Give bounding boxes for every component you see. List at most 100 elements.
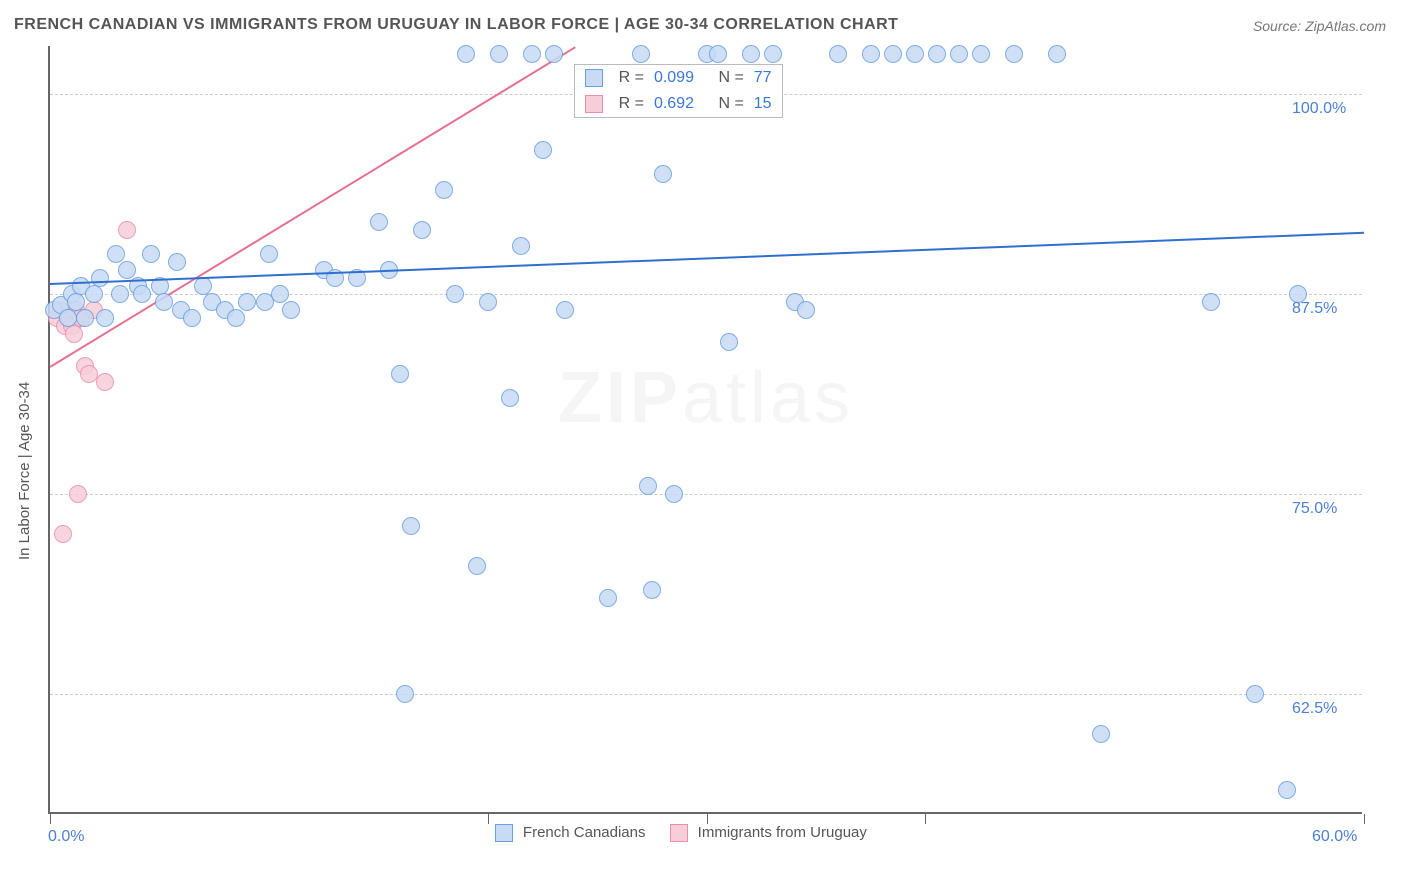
data-point-fc	[512, 237, 530, 255]
data-point-fc	[665, 485, 683, 503]
data-point-uy	[65, 325, 83, 343]
data-point-fc	[413, 221, 431, 239]
x-tick-label: 60.0%	[1312, 828, 1357, 846]
x-tick-mark	[1364, 814, 1365, 824]
trend-line-fc	[50, 232, 1364, 285]
data-point-fc	[111, 285, 129, 303]
data-point-fc	[523, 45, 541, 63]
source-attribution: Source: ZipAtlas.com	[1253, 18, 1386, 34]
data-point-fc	[1048, 45, 1066, 63]
stat-R-label: R =	[619, 69, 644, 87]
stat-R-label: R =	[619, 95, 644, 113]
data-point-fc	[1278, 781, 1296, 799]
legend-item-uy: Immigrants from Uruguay	[670, 824, 867, 842]
data-point-fc	[85, 285, 103, 303]
data-point-fc	[142, 245, 160, 263]
stat-R-fc: 0.099	[654, 69, 694, 87]
data-point-fc	[906, 45, 924, 63]
correlation-stats-box: R = 0.099 N = 77 R = 0.692 N = 15	[574, 64, 783, 118]
watermark-suffix: atlas	[682, 358, 854, 438]
data-point-fc	[654, 165, 672, 183]
data-point-fc	[928, 45, 946, 63]
swatch-fc-icon	[585, 69, 603, 87]
data-point-fc	[402, 517, 420, 535]
y-tick-label: 75.0%	[1292, 500, 1337, 518]
data-point-uy	[96, 373, 114, 391]
data-point-fc	[59, 309, 77, 327]
data-point-fc	[742, 45, 760, 63]
stat-R-uy: 0.692	[654, 95, 694, 113]
data-point-fc	[435, 181, 453, 199]
data-point-fc	[479, 293, 497, 311]
data-point-fc	[632, 45, 650, 63]
stat-N-uy: 15	[754, 95, 772, 113]
data-point-fc	[709, 45, 727, 63]
data-point-fc	[238, 293, 256, 311]
stats-row-fc: R = 0.099 N = 77	[575, 65, 782, 91]
data-point-fc	[1246, 685, 1264, 703]
data-point-fc	[107, 245, 125, 263]
data-point-fc	[133, 285, 151, 303]
data-point-fc	[96, 309, 114, 327]
plot-area: ZIPatlas	[48, 46, 1362, 814]
data-point-fc	[490, 45, 508, 63]
data-point-fc	[1202, 293, 1220, 311]
watermark-prefix: ZIP	[558, 358, 682, 438]
data-point-fc	[599, 589, 617, 607]
data-point-uy	[69, 485, 87, 503]
data-point-fc	[457, 45, 475, 63]
data-point-fc	[271, 285, 289, 303]
data-point-fc	[829, 45, 847, 63]
swatch-fc-icon	[495, 824, 513, 842]
x-tick-label: 0.0%	[48, 828, 84, 846]
data-point-uy	[54, 525, 72, 543]
data-point-fc	[282, 301, 300, 319]
x-tick-mark	[925, 814, 926, 824]
stat-N-label: N =	[718, 95, 743, 113]
stat-N-label: N =	[718, 69, 743, 87]
swatch-uy-icon	[585, 95, 603, 113]
data-point-fc	[720, 333, 738, 351]
watermark: ZIPatlas	[558, 357, 854, 439]
stat-N-fc: 77	[754, 69, 772, 87]
data-point-fc	[396, 685, 414, 703]
data-point-fc	[391, 365, 409, 383]
x-tick-mark	[50, 814, 51, 824]
data-point-fc	[1005, 45, 1023, 63]
data-point-fc	[168, 253, 186, 271]
data-point-fc	[884, 45, 902, 63]
legend-uy-label: Immigrants from Uruguay	[698, 824, 867, 841]
swatch-uy-icon	[670, 824, 688, 842]
data-point-fc	[501, 389, 519, 407]
data-point-fc	[183, 309, 201, 327]
data-point-fc	[556, 301, 574, 319]
data-point-fc	[639, 477, 657, 495]
stats-row-uy: R = 0.692 N = 15	[575, 91, 782, 117]
x-tick-mark	[707, 814, 708, 824]
chart-title: FRENCH CANADIAN VS IMMIGRANTS FROM URUGU…	[14, 16, 898, 34]
data-point-fc	[862, 45, 880, 63]
y-tick-label: 62.5%	[1292, 700, 1337, 718]
data-point-fc	[118, 261, 136, 279]
data-point-fc	[227, 309, 245, 327]
data-point-fc	[534, 141, 552, 159]
gridline	[50, 494, 1362, 495]
data-point-fc	[1092, 725, 1110, 743]
data-point-fc	[446, 285, 464, 303]
data-point-fc	[468, 557, 486, 575]
y-tick-label: 100.0%	[1292, 100, 1346, 118]
data-point-fc	[764, 45, 782, 63]
data-point-fc	[643, 581, 661, 599]
data-point-fc	[370, 213, 388, 231]
data-point-fc	[972, 45, 990, 63]
y-tick-label: 87.5%	[1292, 300, 1337, 318]
data-point-fc	[155, 293, 173, 311]
gridline	[50, 694, 1362, 695]
data-point-fc	[797, 301, 815, 319]
data-point-uy	[118, 221, 136, 239]
data-point-fc	[950, 45, 968, 63]
y-axis-label: In Labor Force | Age 30-34	[16, 382, 33, 560]
data-point-fc	[260, 245, 278, 263]
x-tick-mark	[488, 814, 489, 824]
data-point-fc	[76, 309, 94, 327]
